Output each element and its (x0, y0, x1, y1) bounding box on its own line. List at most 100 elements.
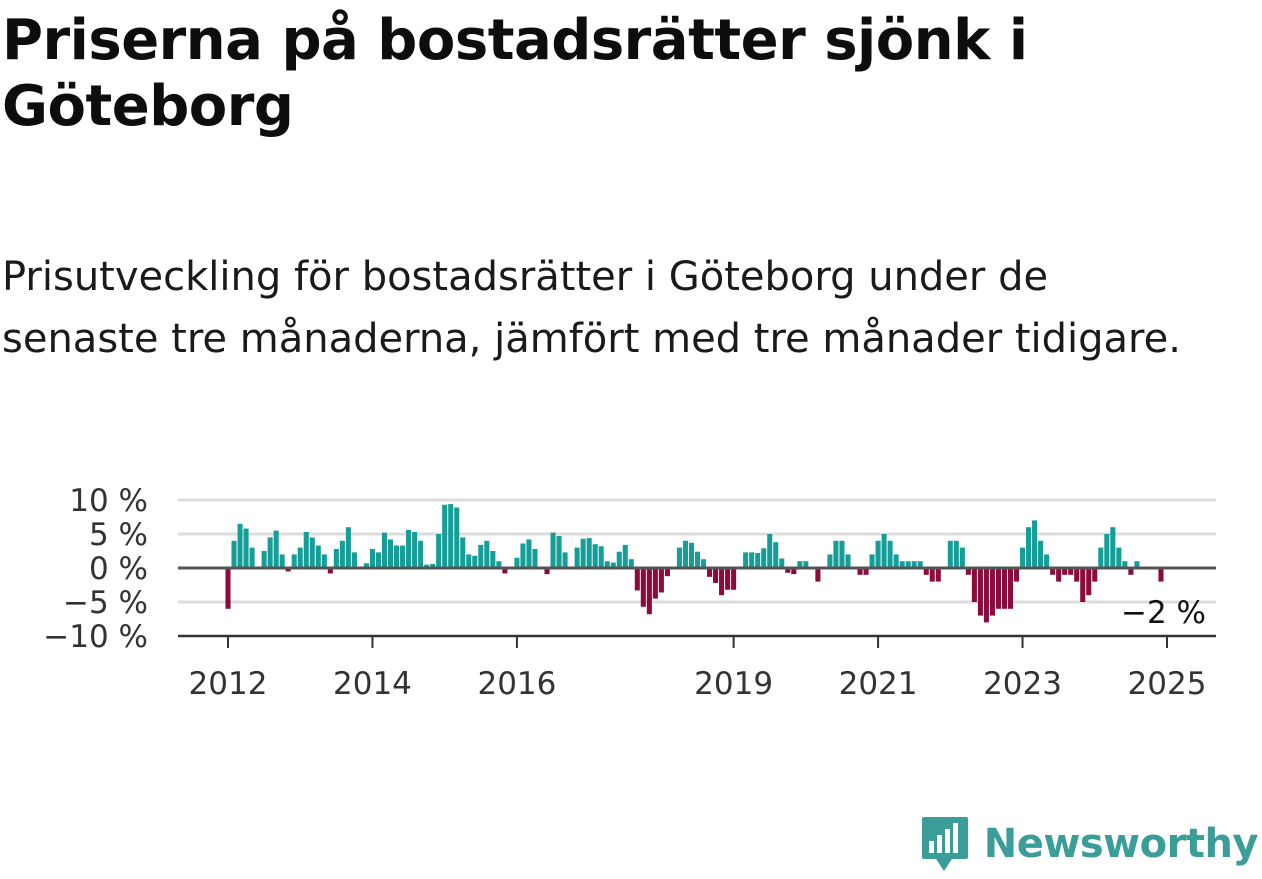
bar-chart-speech-bubble-icon (921, 817, 968, 871)
bar (869, 554, 875, 568)
bar (646, 568, 652, 615)
bar (743, 552, 749, 568)
bar (1038, 540, 1044, 568)
bar (1050, 568, 1056, 575)
x-tick-label: 2016 (477, 666, 556, 702)
bar (911, 561, 917, 568)
bar (887, 540, 893, 568)
bar (472, 555, 478, 568)
bar (345, 527, 351, 568)
bar (707, 568, 713, 577)
x-tick-label: 2014 (333, 666, 412, 702)
bar (947, 540, 953, 568)
bar (1001, 568, 1008, 609)
bar (261, 551, 267, 568)
bar (478, 544, 484, 568)
bar (387, 539, 394, 568)
bar (815, 568, 821, 582)
bar (279, 554, 285, 568)
axes: 10 %5 %0 %−5 %−10 % 2012 2014 2016 2019 2021 2… (43, 483, 1216, 702)
bar (460, 537, 466, 568)
bar (580, 538, 586, 568)
bar (339, 540, 345, 568)
bar (327, 568, 333, 574)
bar (791, 568, 797, 575)
bar (291, 554, 297, 568)
chart-title: Priserna på bostadsrätter sjönk i Götebo… (2, 8, 1028, 139)
bar (502, 568, 508, 574)
bar (713, 568, 719, 583)
bar (857, 568, 863, 575)
bar (797, 561, 803, 568)
bar (225, 568, 231, 609)
bar (628, 559, 634, 568)
y-tick-label: −5 % (63, 585, 148, 621)
bar (550, 532, 556, 568)
bar (971, 568, 977, 602)
bar (761, 548, 767, 568)
bar (243, 528, 249, 568)
bar (965, 568, 971, 575)
bar (249, 547, 255, 568)
bar (297, 547, 303, 568)
bar (833, 540, 839, 568)
bar (622, 544, 628, 568)
bar (1020, 547, 1026, 568)
bar (351, 552, 357, 568)
bar (520, 543, 526, 568)
bar (412, 531, 418, 568)
bar (544, 568, 550, 575)
bar (466, 554, 472, 568)
bar (309, 537, 315, 568)
bar (586, 538, 592, 568)
bar (532, 548, 538, 568)
bar (881, 534, 887, 568)
bar (694, 551, 701, 568)
bar (1134, 561, 1140, 568)
bar (604, 561, 610, 568)
bar (785, 568, 791, 573)
bar (767, 534, 773, 568)
bar (953, 540, 959, 568)
bar (454, 507, 460, 568)
bar (1056, 568, 1062, 582)
bar (514, 557, 520, 568)
grid-lines (178, 498, 1216, 638)
bar (285, 568, 291, 572)
bar (905, 561, 911, 568)
bar (418, 540, 424, 568)
bar (273, 530, 279, 568)
bar (592, 544, 598, 568)
bar (496, 561, 502, 568)
bar (652, 568, 658, 599)
bar (616, 551, 622, 568)
bar (442, 504, 448, 568)
bar (400, 545, 406, 568)
chart-subtitle: Prisutveckling för bostadsrätter i Göteb… (2, 254, 1181, 362)
bar (935, 568, 941, 582)
bar (381, 532, 388, 568)
bar (424, 564, 430, 568)
bar (1092, 568, 1098, 582)
bar (394, 545, 400, 568)
bar (682, 540, 688, 568)
bar (875, 540, 881, 568)
bar (917, 561, 923, 568)
bar-chart: 10 %5 %0 %−5 %−10 % 2012 2014 2016 2019 2021 2… (43, 483, 1216, 702)
bar (1098, 547, 1104, 568)
x-tick-label: 2021 (839, 666, 918, 702)
bar (1007, 568, 1014, 609)
bar (676, 547, 682, 568)
bar (839, 540, 845, 568)
bar (556, 536, 562, 568)
bar (977, 568, 983, 616)
bar (700, 559, 707, 568)
bar (1116, 547, 1122, 568)
bar (1013, 568, 1020, 582)
x-tick-label: 2025 (1128, 666, 1207, 702)
bar (1122, 561, 1128, 568)
bar (1074, 568, 1080, 582)
x-tick-label: 2019 (694, 666, 773, 702)
bar (1080, 568, 1086, 602)
bar (959, 547, 965, 568)
